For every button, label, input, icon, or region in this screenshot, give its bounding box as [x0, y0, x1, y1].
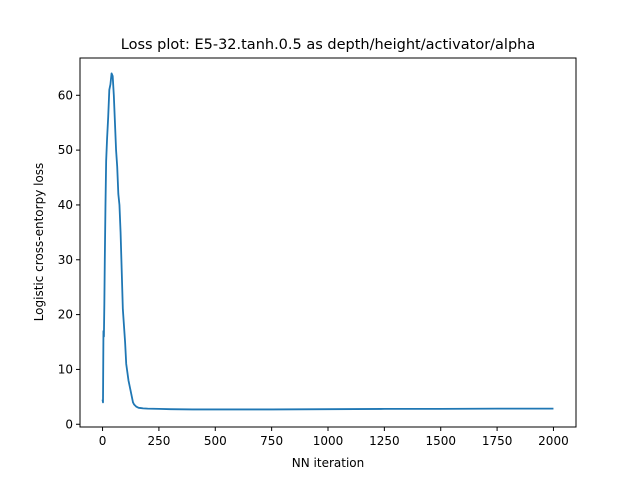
y-axis-ticks: 0 10 20 30 40 50 60 — [58, 88, 80, 431]
x-tick-label: 2000 — [538, 434, 569, 448]
x-tick-label: 0 — [99, 434, 107, 448]
x-tick-label: 1750 — [482, 434, 513, 448]
x-tick-label: 1500 — [425, 434, 456, 448]
series-layer — [101, 72, 554, 411]
x-tick-label: 500 — [204, 434, 227, 448]
chart-title: Loss plot: E5-32.tanh.0.5 as depth/heigh… — [121, 37, 535, 53]
x-tick-label: 1000 — [313, 434, 344, 448]
y-tick-label: 20 — [58, 308, 73, 322]
y-tick-label: 50 — [58, 143, 73, 157]
y-tick-label: 10 — [58, 362, 73, 376]
x-axis-label: NN iteration — [292, 456, 364, 470]
x-tick-label: 250 — [147, 434, 170, 448]
y-axis-label: Logistic cross-entorpy loss — [32, 163, 46, 322]
y-tick-label: 40 — [58, 198, 73, 212]
x-axis-ticks: 0 250 500 750 1000 1250 1500 1750 2000 — [99, 427, 569, 448]
loss-series-line — [101, 72, 554, 411]
y-tick-label: 60 — [58, 88, 73, 102]
y-tick-label: 30 — [58, 253, 73, 267]
plot-area — [80, 58, 576, 427]
x-tick-label: 1250 — [369, 434, 400, 448]
x-tick-label: 750 — [260, 434, 283, 448]
y-tick-label: 0 — [65, 417, 73, 431]
plot-frame — [79, 57, 577, 428]
